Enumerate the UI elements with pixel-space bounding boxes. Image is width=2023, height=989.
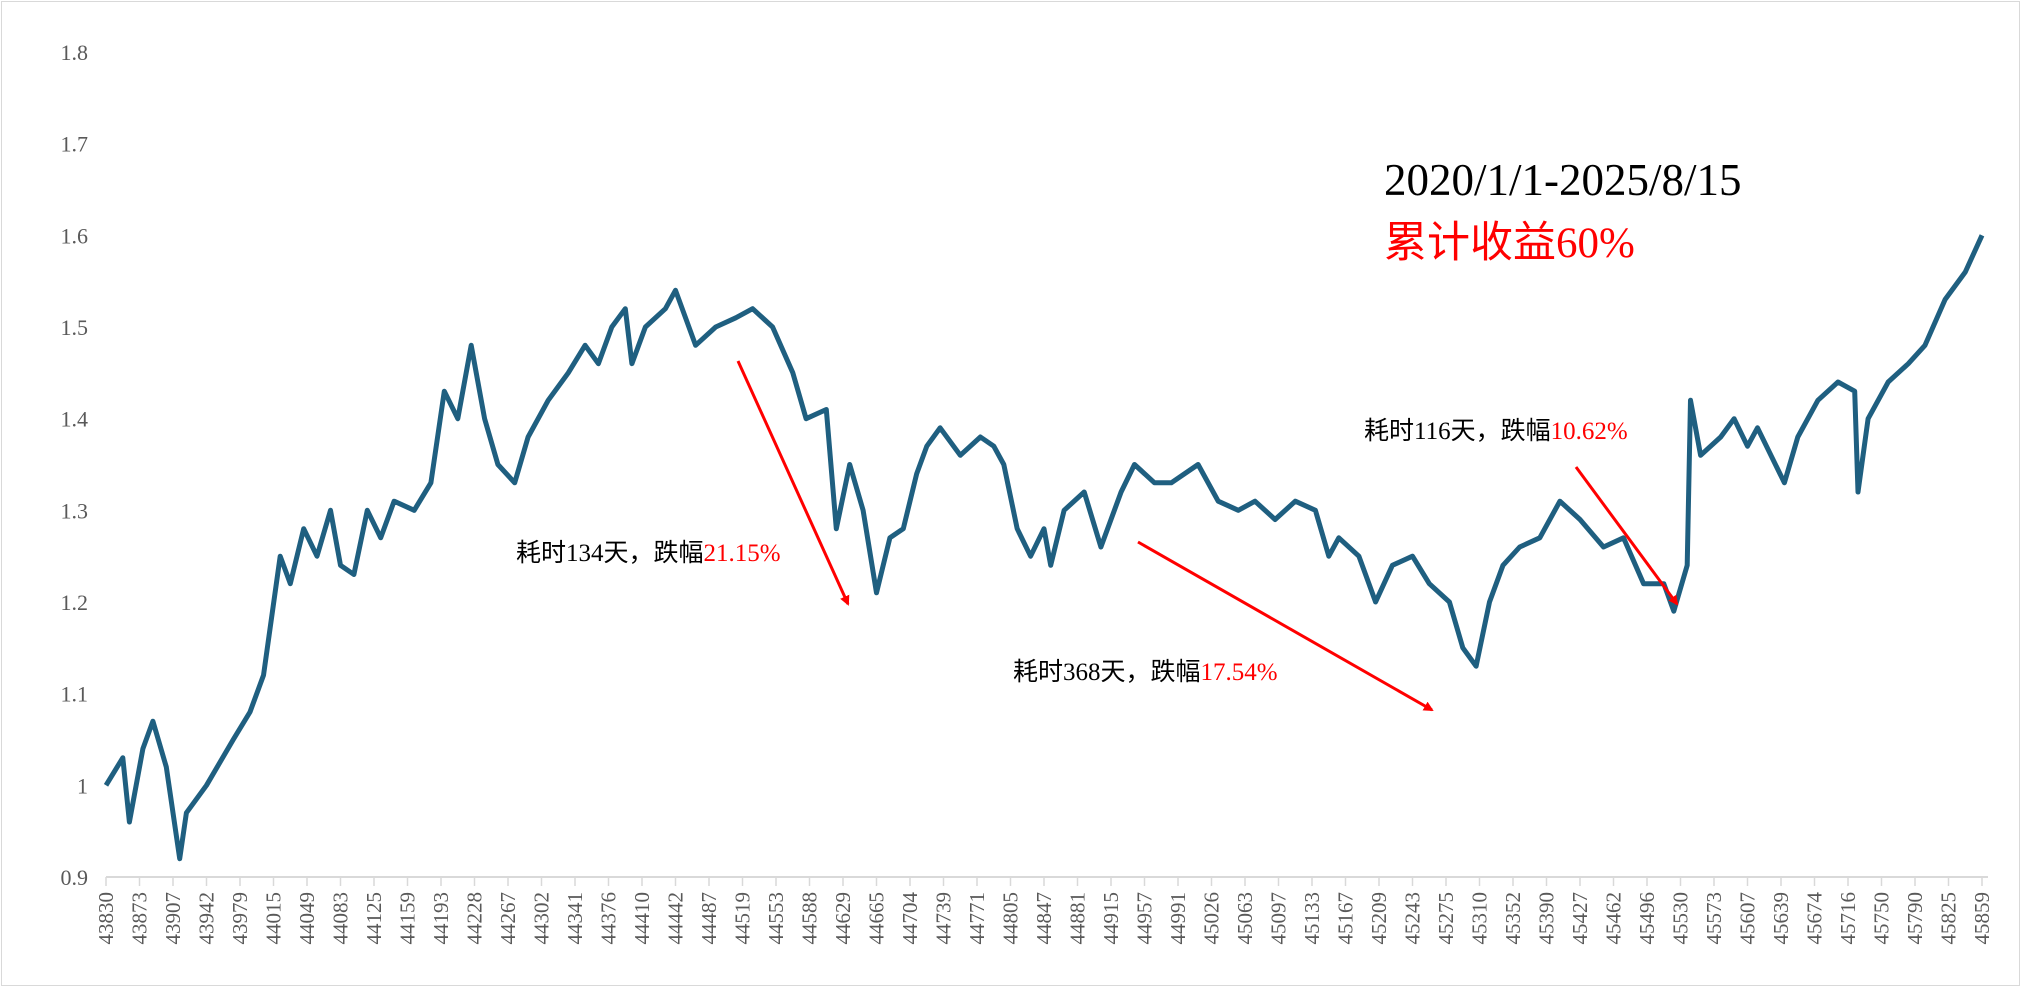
x-tick-label: 44629 [831,892,855,945]
period-label: 2020/1/1-2025/8/15 [1384,155,1742,205]
x-tick-label: 44125 [362,892,386,945]
x-tick-label: 44487 [697,892,721,945]
drawdown-arrow [1574,466,1679,606]
x-tick-label: 44410 [630,892,654,945]
x-tick-label: 45310 [1468,892,1492,945]
x-tick-label: 44442 [664,892,688,945]
x-tick-label: 44553 [764,892,788,945]
x-tick-label: 44341 [563,892,587,945]
drawdown-annotation-3: 耗时116天，跌幅10.62% [1364,411,1628,447]
x-tick-label: 45427 [1568,892,1592,945]
x-tick-label: 44083 [329,892,353,945]
x-tick-label: 44519 [731,892,755,945]
y-tick-label: 0.9 [61,865,89,890]
x-tick-label: 45639 [1769,892,1793,945]
x-tick-label: 45352 [1501,892,1525,945]
y-tick-label: 1.1 [61,682,89,707]
x-tick-label: 44771 [965,892,989,945]
x-tick-label: 44704 [898,892,922,945]
x-tick-label: 44588 [798,892,822,945]
x-tick-label: 44267 [496,892,520,945]
y-tick-label: 1.7 [61,132,89,157]
x-tick-label: 45275 [1434,892,1458,945]
x-tick-label: 45607 [1736,892,1760,945]
x-tick-label: 45790 [1903,892,1927,945]
x-tick-label: 43942 [195,892,219,945]
x-tick-label: 44665 [865,892,889,945]
drawdown-value: 10.62% [1550,418,1628,445]
y-tick-label: 1.8 [61,40,89,65]
drawdown-annotation-1: 耗时134天，跌幅21.15% [516,533,781,569]
drawdown-text: 耗时134天，跌幅 [516,540,704,567]
x-tick-label: 44302 [530,892,554,945]
x-tick-label: 43873 [128,892,152,945]
x-tick-label: 45674 [1803,892,1827,945]
x-tick-label: 44376 [597,892,621,945]
x-tick-label: 45026 [1200,892,1224,945]
drawdown-text: 耗时368天，跌幅 [1013,659,1201,686]
x-tick-label: 44193 [429,892,453,945]
x-tick-label: 44847 [1032,892,1056,945]
y-tick-label: 1.4 [61,407,89,432]
total-return-label: 累计收益60% [1384,220,1635,267]
y-tick-label: 1.6 [61,223,89,248]
y-tick-label: 1.3 [61,498,89,523]
drawdown-value: 17.54% [1200,659,1278,686]
x-tick-label: 44881 [1066,892,1090,945]
x-tick-label: 45530 [1669,892,1693,945]
x-tick-label: 43907 [161,892,185,945]
x-tick-label: 45825 [1937,892,1961,945]
x-tick-label: 44159 [396,892,420,945]
x-tick-label: 45462 [1602,892,1626,945]
x-tick-label: 44957 [1133,892,1157,945]
x-tick-label: 45243 [1401,892,1425,945]
drawdown-value: 21.15% [703,540,781,567]
drawdown-text: 耗时116天，跌幅 [1364,418,1551,445]
drawdown-annotation-2: 耗时368天，跌幅17.54% [1013,652,1278,688]
x-tick-label: 43830 [94,892,118,945]
y-tick-label: 1 [77,773,88,798]
y-tick-label: 1.2 [61,590,89,615]
drawdown-arrow [1137,540,1434,712]
x-tick-label: 44991 [1166,892,1190,945]
x-tick-label: 45496 [1635,892,1659,945]
x-tick-label: 45209 [1367,892,1391,945]
x-tick-label: 44739 [932,892,956,945]
x-tick-label: 44805 [999,892,1023,945]
x-tick-label: 45750 [1870,892,1894,945]
x-tick-label: 44049 [295,892,319,945]
x-tick-label: 45859 [1970,892,1994,945]
x-tick-label: 45716 [1836,892,1860,945]
x-tick-label: 45133 [1300,892,1324,945]
x-tick-label: 45063 [1233,892,1257,945]
x-tick-label: 45573 [1702,892,1726,945]
drawdown-arrow [736,360,850,606]
x-tick-label: 43979 [228,892,252,945]
x-tick-label: 45390 [1535,892,1559,945]
x-tick-label: 44015 [262,892,286,945]
x-tick-label: 44228 [463,892,487,945]
series-line [103,234,1985,862]
x-tick-label: 45167 [1334,892,1358,945]
y-tick-label: 1.5 [61,315,89,340]
x-tick-label: 44915 [1099,892,1123,945]
x-tick-label: 45097 [1267,892,1291,945]
